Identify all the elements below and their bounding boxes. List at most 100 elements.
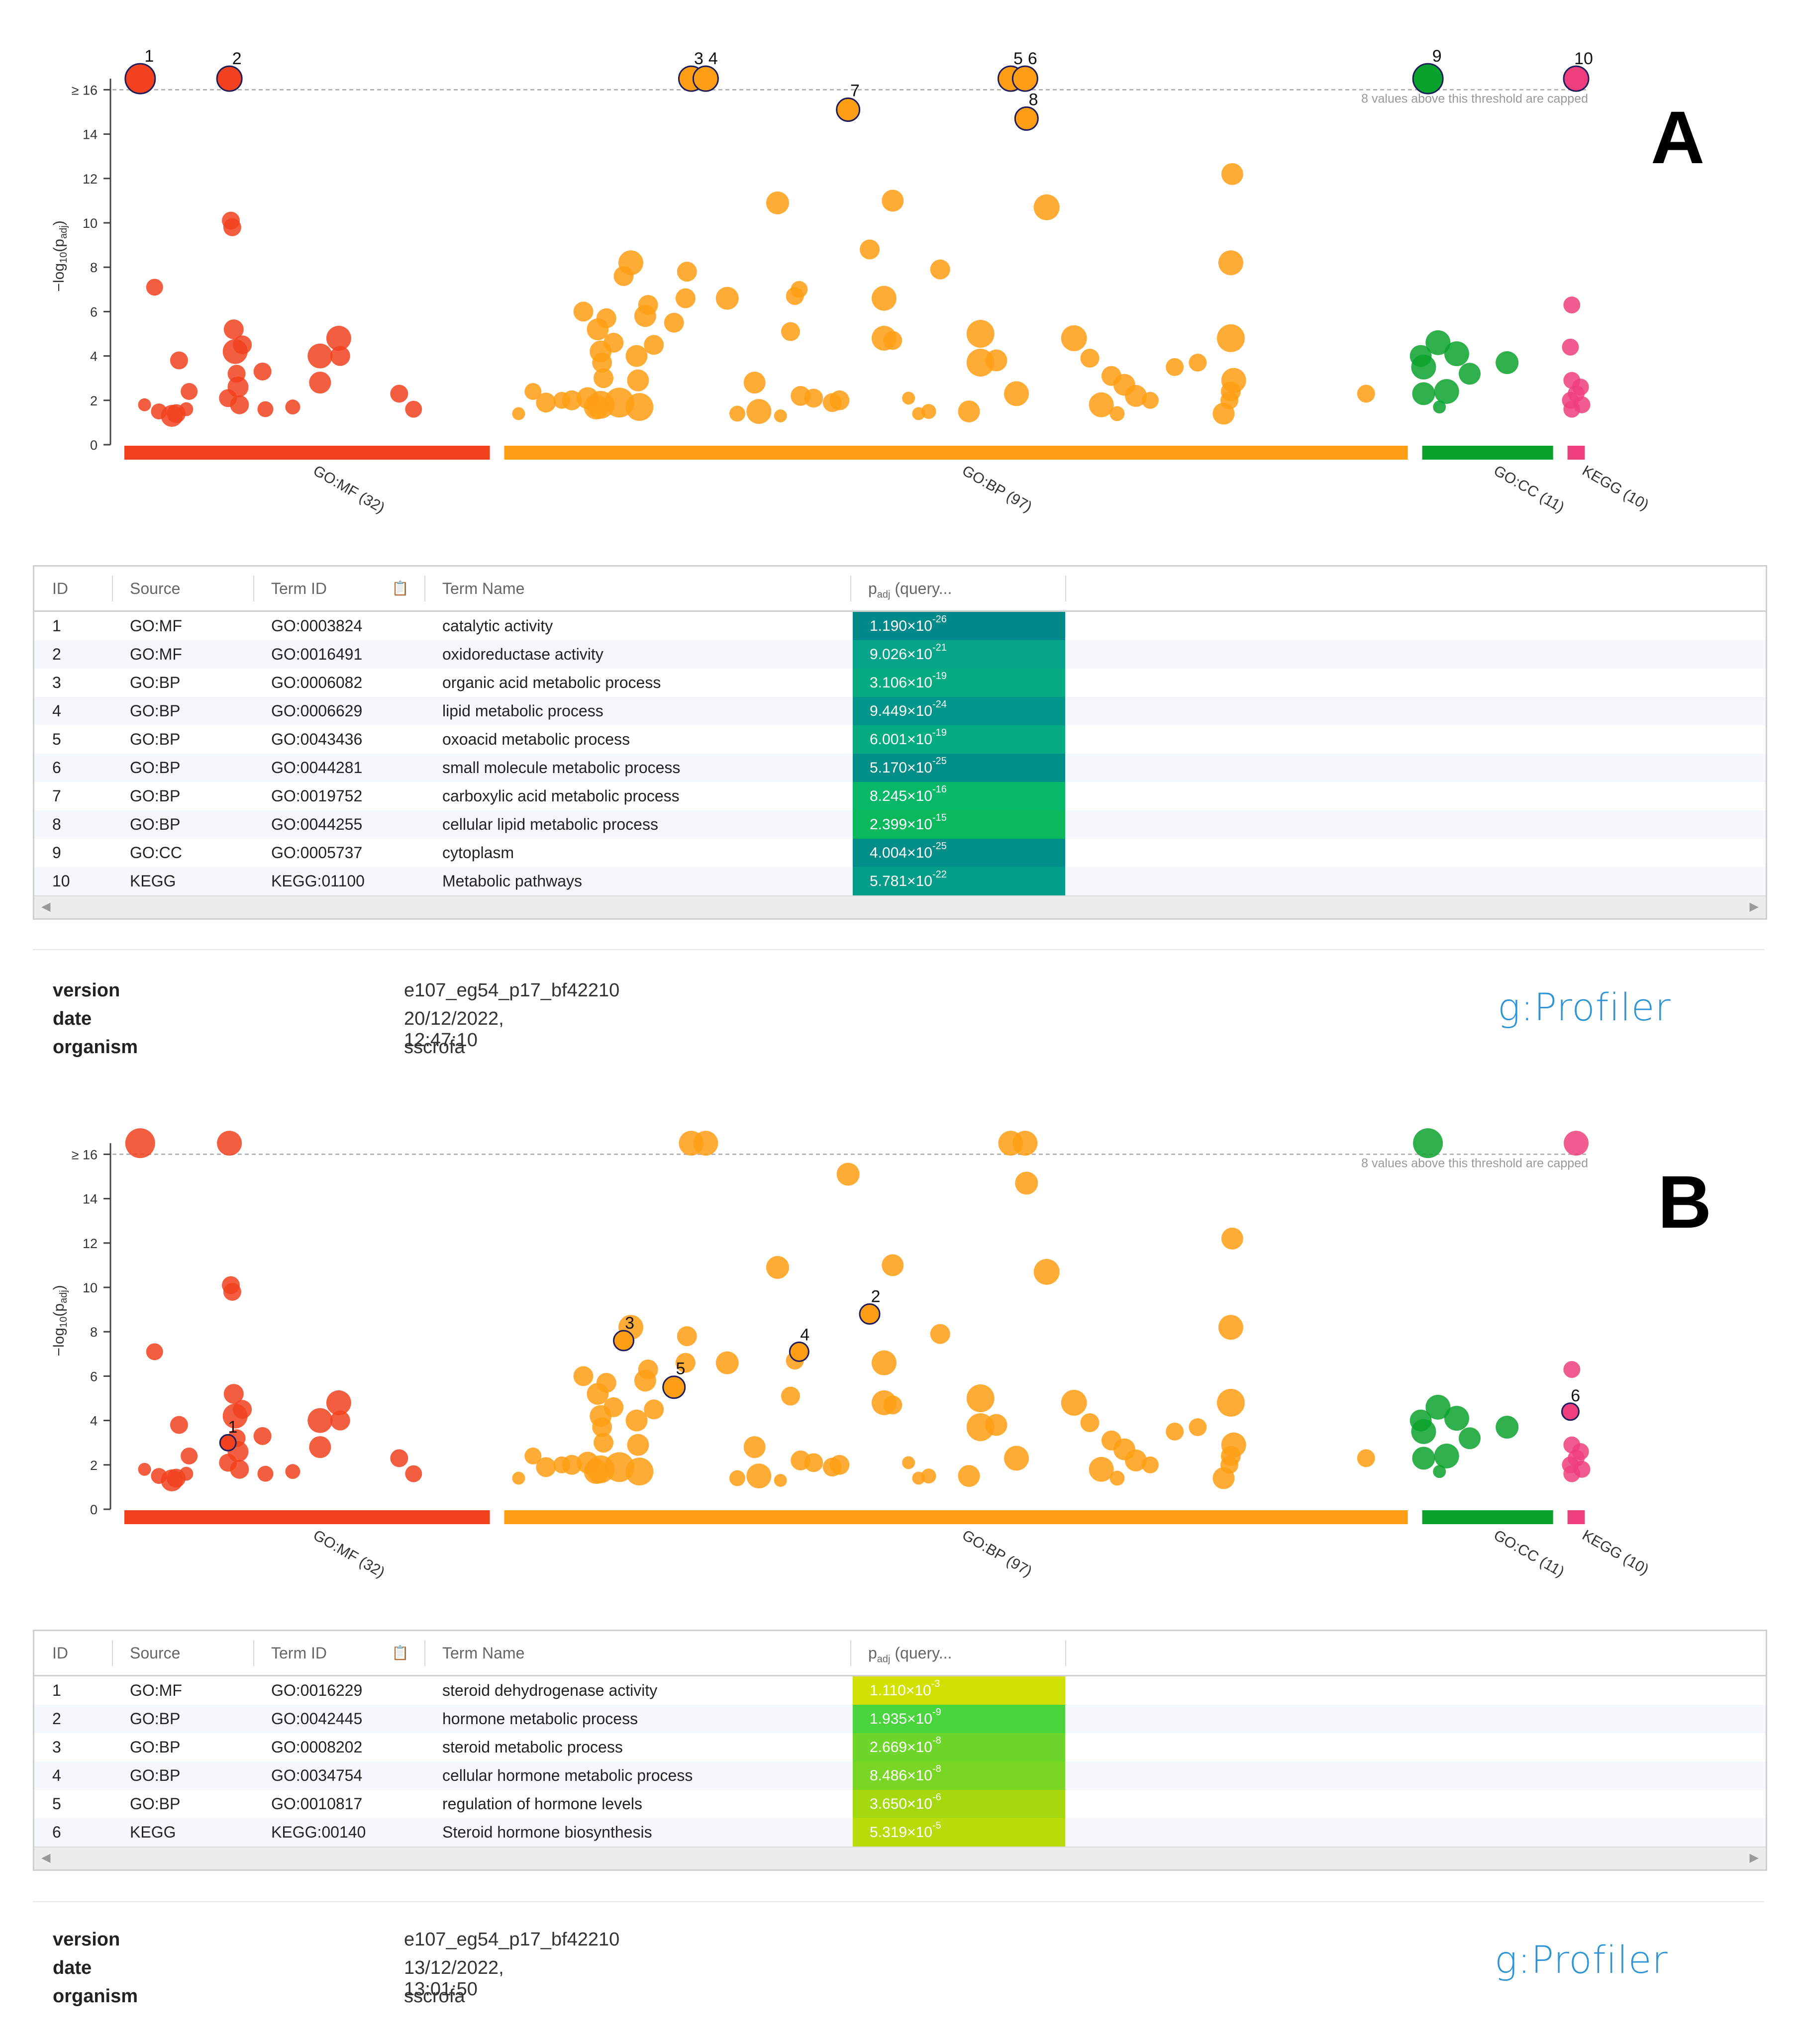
highlight-label: 3 xyxy=(625,1314,634,1333)
source-bar-go-mf xyxy=(124,446,490,460)
cell-padj: 3.106×10-19 xyxy=(853,669,1065,697)
table-row[interactable]: 5 GO:BP GO:0010817 regulation of hormone le… xyxy=(34,1790,1766,1818)
data-point xyxy=(677,262,697,282)
padj-mantissa: 1.190×10 xyxy=(870,618,932,634)
y-tick-label: 4 xyxy=(90,349,98,364)
data-point xyxy=(618,250,643,276)
gprofiler-logo[interactable]: g:Profiler xyxy=(1495,1938,1668,1982)
col-source-header[interactable]: Source xyxy=(130,1644,181,1662)
col-padj-header[interactable]: padj (query... xyxy=(868,1631,952,1675)
data-point xyxy=(1444,341,1469,367)
table-row[interactable]: 5 GO:BP GO:0043436 oxoacid metabolic proces… xyxy=(34,725,1766,754)
cell-padj: 9.026×10-21 xyxy=(853,640,1065,669)
data-point xyxy=(743,1436,766,1459)
data-point xyxy=(223,218,241,236)
y-label-sub: 10 xyxy=(58,1317,69,1328)
data-point xyxy=(285,399,300,415)
data-point xyxy=(677,1326,697,1347)
scroll-right-icon[interactable]: ▶ xyxy=(1749,900,1759,913)
col-id-header[interactable]: ID xyxy=(52,580,68,597)
data-point xyxy=(573,301,594,322)
col-term-id-header[interactable]: Term ID xyxy=(271,580,327,597)
data-point xyxy=(307,343,333,369)
data-point xyxy=(512,407,525,420)
data-point xyxy=(223,319,244,340)
data-point xyxy=(836,1163,860,1186)
col-separator xyxy=(253,576,254,601)
cell-term-name: cellular hormone metabolic process xyxy=(442,1766,693,1784)
table-row[interactable]: 1 GO:MF GO:0003824 catalytic activity 1.190×… xyxy=(34,612,1766,640)
table-row[interactable]: 2 GO:MF GO:0016491 oxidoreductase activity 9… xyxy=(34,640,1766,669)
data-point xyxy=(675,1353,696,1373)
panel-a: 0 2 4 6 8 10 12 14 ≥ 16 −log10(padj) 8 values abov… xyxy=(33,47,1767,1058)
col-term-id-header[interactable]: Term ID xyxy=(271,1644,327,1662)
data-point xyxy=(921,404,936,419)
table-row[interactable]: 3 GO:BP GO:0008202 steroid metabolic proces… xyxy=(34,1733,1766,1761)
cell-source: GO:CC xyxy=(130,844,182,862)
cell-source: GO:BP xyxy=(130,1738,181,1756)
padj-exponent: -25 xyxy=(932,756,947,767)
y-tick-label: 14 xyxy=(83,127,98,142)
cell-term-id: GO:0006082 xyxy=(271,674,363,691)
data-point xyxy=(1033,1259,1060,1285)
data-point xyxy=(285,1464,300,1479)
clipboard-icon[interactable]: 📋 xyxy=(392,1645,409,1660)
cell-term-name: oxoacid metabolic process xyxy=(442,730,630,748)
data-point xyxy=(138,1462,151,1476)
data-point xyxy=(524,383,542,400)
cell-id: 5 xyxy=(52,1795,61,1813)
table-row[interactable]: 10 KEGG KEGG:01100 Metabolic pathways 5.781×… xyxy=(34,867,1766,895)
col-separator xyxy=(424,1640,425,1666)
data-point xyxy=(625,1409,648,1432)
highlight-label: 7 xyxy=(850,82,860,100)
data-point xyxy=(1434,379,1459,404)
padj-sub: adj xyxy=(877,1654,891,1665)
source-bar-go-bp xyxy=(504,446,1408,460)
data-point xyxy=(1444,1406,1469,1431)
table-header: ID Source Term ID 📋 Term Name padj (quer… xyxy=(34,1631,1766,1676)
source-bar-kegg xyxy=(1567,1510,1585,1524)
highlight-label: 1 xyxy=(228,1418,237,1437)
data-point xyxy=(860,239,880,260)
data-point xyxy=(804,389,823,408)
col-id-header[interactable]: ID xyxy=(52,1644,68,1662)
table-row[interactable]: 2 GO:BP GO:0042445 hormone metabolic proces… xyxy=(34,1705,1766,1733)
y-label-sub: adj xyxy=(58,1290,69,1303)
cell-padj: 5.781×10-22 xyxy=(853,867,1065,895)
table-row[interactable]: 6 GO:BP GO:0044281 small molecule metabolic… xyxy=(34,754,1766,782)
padj-exponent: -3 xyxy=(931,1678,940,1689)
data-point xyxy=(146,1343,163,1361)
data-point xyxy=(715,287,739,310)
highlight-label: 10 xyxy=(1574,49,1593,68)
data-point xyxy=(257,401,274,417)
scroll-left-icon[interactable]: ◀ xyxy=(41,1851,51,1864)
table-row[interactable]: 1 GO:MF GO:0016229 steroid dehydrogenase ac… xyxy=(34,1676,1766,1705)
cell-source: KEGG xyxy=(130,872,176,890)
table-row[interactable]: 6 KEGG KEGG:00140 Steroid hormone biosynthe… xyxy=(34,1818,1766,1847)
table-row[interactable]: 9 GO:CC GO:0005737 cytoplasm 4.004×10-25 xyxy=(34,839,1766,867)
col-padj-header[interactable]: padj (query... xyxy=(868,567,952,610)
gprofiler-logo[interactable]: g:Profiler xyxy=(1498,985,1671,1029)
source-bar-kegg xyxy=(1567,446,1585,460)
clipboard-icon[interactable]: 📋 xyxy=(392,581,409,596)
horizontal-scrollbar[interactable]: ◀ ▶ xyxy=(34,1847,1766,1869)
table-row[interactable]: 7 GO:BP GO:0019752 carboxylic acid metaboli… xyxy=(34,782,1766,810)
scroll-right-icon[interactable]: ▶ xyxy=(1749,1851,1759,1864)
col-source-header[interactable]: Source xyxy=(130,580,181,597)
cell-term-name: carboxylic acid metabolic process xyxy=(442,787,680,805)
col-term-name-header[interactable]: Term Name xyxy=(442,1644,525,1662)
version-label: version xyxy=(53,1929,120,1950)
data-point xyxy=(930,1324,950,1344)
table-row[interactable]: 8 GO:BP GO:0044255 cellular lipid metabolic… xyxy=(34,810,1766,839)
data-point xyxy=(223,1384,244,1404)
table-row[interactable]: 4 GO:BP GO:0034754 cellular hormone metabol… xyxy=(34,1761,1766,1790)
padj-exponent: -19 xyxy=(932,727,947,738)
data-point xyxy=(330,346,350,366)
scroll-left-icon[interactable]: ◀ xyxy=(41,900,51,913)
padj-rest: (query... xyxy=(890,580,952,597)
table-row[interactable]: 3 GO:BP GO:0006082 organic acid metabolic p… xyxy=(34,669,1766,697)
col-term-name-header[interactable]: Term Name xyxy=(442,580,525,597)
horizontal-scrollbar[interactable]: ◀ ▶ xyxy=(34,895,1766,918)
table-row[interactable]: 4 GO:BP GO:0006629 lipid metabolic process 9… xyxy=(34,697,1766,725)
data-point xyxy=(746,1463,772,1489)
